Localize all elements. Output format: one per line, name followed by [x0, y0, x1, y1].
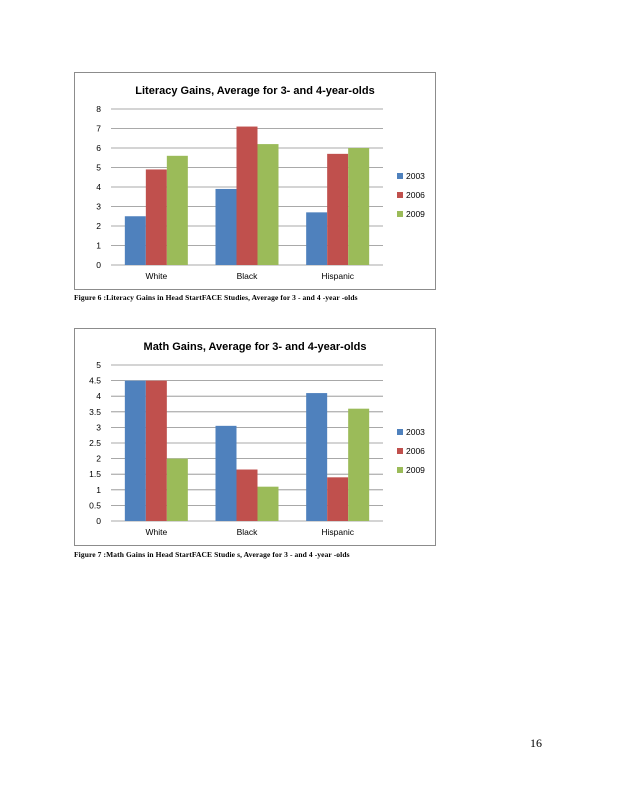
x-category-label: Hispanic	[321, 271, 354, 281]
y-tick-label: 2	[96, 221, 101, 231]
legend-label: 2006	[406, 446, 425, 456]
y-tick-label: 1.5	[89, 469, 101, 479]
y-tick-label: 1	[96, 485, 101, 495]
y-tick-label: 0	[96, 260, 101, 270]
bar-black-2003	[215, 188, 237, 265]
bar-hispanic-2003	[306, 212, 328, 265]
chart-title: Math Gains, Average for 3- and 4-year-ol…	[144, 341, 367, 353]
bar-black-2009	[257, 144, 279, 265]
bar-hispanic-2006	[327, 153, 349, 265]
bar-white-2003	[124, 380, 146, 521]
bar-white-2009	[166, 155, 188, 265]
page-number: 16	[530, 736, 542, 750]
bar-hispanic-2009	[348, 408, 370, 521]
legend-swatch-2006	[397, 192, 403, 198]
y-tick-label: 6	[96, 143, 101, 153]
legend-label: 2003	[406, 171, 425, 181]
literacy-figure-caption: Figure 6 :Literacy Gains in Head StartFA…	[74, 293, 358, 302]
legend-label: 2006	[406, 190, 425, 200]
y-tick-label: 7	[96, 124, 101, 134]
bar-white-2006	[145, 169, 167, 265]
bar-black-2006	[236, 126, 258, 265]
legend-swatch-2009	[397, 211, 403, 217]
y-tick-label: 0.5	[89, 500, 101, 510]
legend-label: 2009	[406, 209, 425, 219]
legend-label: 2003	[406, 427, 425, 437]
y-tick-label: 1	[96, 241, 101, 251]
bar-black-2009	[257, 486, 279, 521]
x-category-label: Black	[237, 271, 259, 281]
bar-black-2006	[236, 469, 258, 521]
y-tick-label: 4	[96, 391, 101, 401]
bar-hispanic-2006	[327, 477, 349, 521]
y-tick-label: 2	[96, 454, 101, 464]
bar-white-2009	[166, 458, 188, 521]
legend-swatch-2003	[397, 173, 403, 179]
y-tick-label: 5	[96, 163, 101, 173]
literacy-chart-frame: Literacy Gains, Average for 3- and 4-yea…	[74, 72, 436, 290]
x-category-label: Black	[237, 527, 259, 537]
legend-swatch-2006	[397, 448, 403, 454]
bar-hispanic-2009	[348, 148, 370, 265]
y-tick-label: 4	[96, 182, 101, 192]
literacy-gains-chart: Literacy Gains, Average for 3- and 4-yea…	[96, 85, 425, 281]
x-category-label: Hispanic	[321, 527, 354, 537]
legend-swatch-2009	[397, 467, 403, 473]
bar-black-2003	[215, 425, 237, 521]
math-gains-chart: Math Gains, Average for 3- and 4-year-ol…	[89, 341, 425, 537]
legend-swatch-2003	[397, 429, 403, 435]
y-tick-label: 3.5	[89, 407, 101, 417]
math-figure-caption: Figure 7 :Math Gains in Head StartFACE S…	[74, 550, 350, 559]
y-tick-label: 4.5	[89, 376, 101, 386]
y-tick-label: 8	[96, 104, 101, 114]
x-category-label: White	[145, 527, 167, 537]
y-tick-label: 3	[96, 422, 101, 432]
bar-white-2003	[124, 216, 146, 265]
y-tick-label: 0	[96, 516, 101, 526]
chart-title: Literacy Gains, Average for 3- and 4-yea…	[135, 85, 374, 97]
y-tick-label: 3	[96, 202, 101, 212]
math-chart-frame: Math Gains, Average for 3- and 4-year-ol…	[74, 328, 436, 546]
legend-label: 2009	[406, 465, 425, 475]
x-category-label: White	[145, 271, 167, 281]
bar-hispanic-2003	[306, 393, 328, 521]
bar-white-2006	[145, 380, 167, 521]
y-tick-label: 2.5	[89, 438, 101, 448]
y-tick-label: 5	[96, 360, 101, 370]
